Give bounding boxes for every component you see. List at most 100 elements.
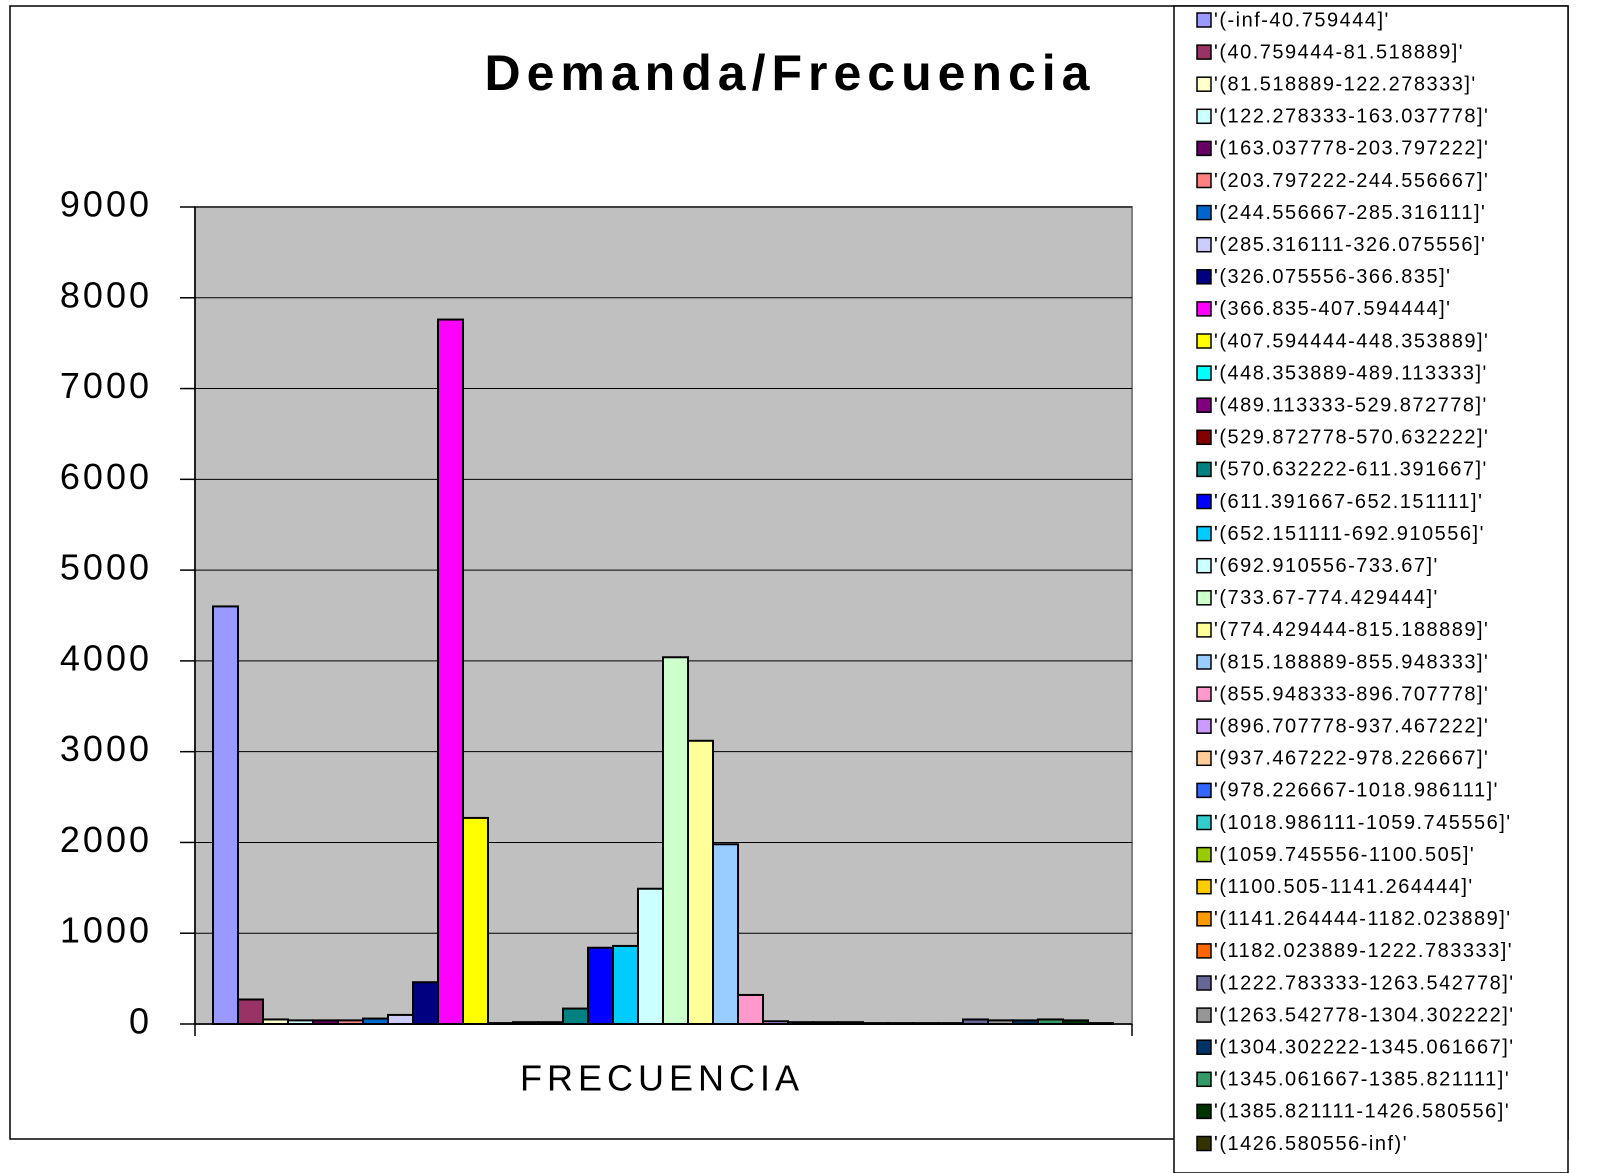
y-tick-label: 5000 xyxy=(60,547,152,588)
bar xyxy=(787,1021,814,1026)
legend-label: '(570.632222-611.391667]' xyxy=(1214,459,1488,481)
legend-label: '(815.188889-855.948333]' xyxy=(1214,651,1489,673)
bar xyxy=(837,1021,864,1026)
bar xyxy=(237,998,264,1025)
legend-swatch xyxy=(1196,557,1212,574)
legend-label: '(122.278333-163.037778]' xyxy=(1214,106,1489,128)
legend-swatch xyxy=(1196,12,1212,28)
bar xyxy=(612,944,639,1025)
legend-label: '(40.759444-81.518889]' xyxy=(1214,41,1464,63)
y-tick-label: 7000 xyxy=(60,365,152,406)
bar xyxy=(537,1021,564,1026)
y-tick-label: 3000 xyxy=(60,728,152,769)
legend-swatch xyxy=(1196,943,1212,959)
bar xyxy=(637,887,664,1025)
legend-swatch xyxy=(1196,590,1212,606)
bar xyxy=(887,1022,914,1026)
legend-label: '(1385.821111-1426.580556]' xyxy=(1214,1101,1510,1123)
legend-swatch xyxy=(1196,461,1212,478)
legend-label: '(1426.580556-inf)' xyxy=(1214,1133,1408,1155)
legend-label: '(285.316111-326.075556]' xyxy=(1214,234,1486,256)
y-tick-label: 9000 xyxy=(60,184,152,225)
bar xyxy=(287,1019,314,1026)
bar xyxy=(437,318,464,1025)
legend-swatch xyxy=(1196,654,1212,670)
bar xyxy=(412,981,439,1026)
bar xyxy=(912,1022,939,1026)
legend-swatch xyxy=(1196,525,1212,542)
legend-swatch xyxy=(1196,814,1212,831)
bar xyxy=(487,1022,514,1026)
legend-label: '(1018.986111-1059.745556]' xyxy=(1214,812,1512,834)
y-tick-label: 2000 xyxy=(60,819,152,860)
bar xyxy=(687,739,714,1025)
bar xyxy=(1012,1019,1039,1026)
bar xyxy=(512,1021,539,1026)
bar xyxy=(337,1019,364,1026)
legend-swatch xyxy=(1196,301,1212,317)
legend-swatch xyxy=(1196,975,1212,991)
legend-label: '(774.429444-815.188889]' xyxy=(1214,619,1489,641)
legend-swatch xyxy=(1196,493,1212,510)
bar xyxy=(212,605,239,1026)
legend-label: '(978.226667-1018.986111]' xyxy=(1214,780,1499,802)
legend-label: '(203.797222-244.556667]' xyxy=(1214,170,1489,192)
legend-swatch xyxy=(1196,429,1212,446)
bar xyxy=(262,1018,289,1026)
bar xyxy=(1037,1018,1064,1026)
legend-swatch xyxy=(1196,236,1212,253)
legend-label: '(-inf-40.759444]' xyxy=(1214,9,1390,31)
bar xyxy=(737,993,764,1025)
legend-swatch xyxy=(1196,172,1212,189)
legend-label: '(81.518889-122.278333]' xyxy=(1214,73,1477,95)
legend-swatch xyxy=(1196,44,1212,60)
bar xyxy=(762,1020,789,1026)
legend-swatch xyxy=(1196,718,1212,734)
legend-label: '(407.594444-448.353889]' xyxy=(1214,330,1489,352)
bar xyxy=(962,1018,989,1026)
bar xyxy=(987,1019,1014,1026)
legend-swatch xyxy=(1196,1071,1212,1088)
x-axis-label: FRECUENCIA xyxy=(520,1058,804,1099)
y-tick-label: 0 xyxy=(129,1001,152,1042)
legend-swatch xyxy=(1196,397,1212,413)
chart-title: Demanda/Frecuencia xyxy=(485,45,1096,101)
legend-label: '(611.391667-652.151111]' xyxy=(1214,491,1483,513)
bar xyxy=(587,946,614,1025)
legend-label: '(1345.061667-1385.821111]' xyxy=(1214,1069,1510,1091)
legend-label: '(1263.542778-1304.302222]' xyxy=(1214,1004,1515,1026)
legend-label: '(937.467222-978.226667]' xyxy=(1214,748,1489,770)
legend-label: '(1141.264444-1182.023889]' xyxy=(1214,908,1512,930)
legend-label: '(652.151111-692.910556]' xyxy=(1214,523,1485,545)
legend-swatch xyxy=(1196,1007,1212,1023)
legend-label: '(733.67-774.429444]' xyxy=(1214,587,1439,609)
legend-box xyxy=(1173,5,1569,1173)
legend-swatch xyxy=(1196,76,1212,92)
legend-swatch xyxy=(1196,911,1212,927)
bar xyxy=(1062,1019,1089,1026)
bar xyxy=(1087,1022,1114,1026)
legend-label: '(1182.023889-1222.783333]' xyxy=(1214,940,1513,962)
legend-label: '(1100.505-1141.264444]' xyxy=(1214,876,1474,898)
legend-swatch xyxy=(1196,782,1212,799)
bar xyxy=(712,843,739,1026)
legend-label: '(692.910556-733.67]' xyxy=(1214,555,1439,577)
legend-label: '(1304.302222-1345.061667]' xyxy=(1214,1036,1515,1058)
bar xyxy=(862,1022,889,1026)
legend-swatch xyxy=(1196,108,1212,125)
legend-label: '(489.113333-529.872778]' xyxy=(1214,394,1488,416)
bar xyxy=(462,816,489,1025)
legend-label: '(529.872778-570.632222]' xyxy=(1214,427,1489,449)
legend-swatch xyxy=(1196,878,1212,895)
legend-swatch xyxy=(1196,365,1212,381)
bar xyxy=(812,1021,839,1026)
bar xyxy=(312,1019,339,1026)
legend-label: '(896.707778-937.467222]' xyxy=(1214,715,1489,737)
legend-swatch xyxy=(1196,622,1212,638)
legend-swatch xyxy=(1196,750,1212,767)
legend-label: '(448.353889-489.113333]' xyxy=(1214,362,1488,384)
y-tick-label: 1000 xyxy=(60,910,152,951)
bar xyxy=(362,1017,389,1026)
